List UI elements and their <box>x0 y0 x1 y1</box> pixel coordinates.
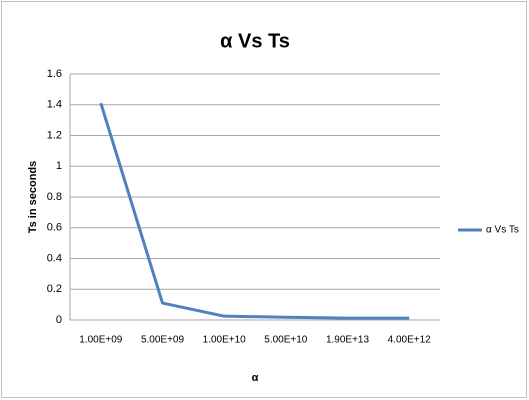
y-tick-label: 1.6 <box>47 68 62 80</box>
y-tick-label: 1.4 <box>47 99 62 111</box>
x-tick-label: 5.00E+10 <box>264 335 308 346</box>
x-tick-label: 1.00E+10 <box>203 335 247 346</box>
y-tick-label: 0.4 <box>47 252 62 264</box>
x-tick-label: 5.00E+09 <box>141 335 185 346</box>
y-axis-label: Ts in seconds <box>27 161 39 234</box>
y-tick-label: 1.2 <box>47 129 62 141</box>
data-line <box>99 102 410 320</box>
legend-label: α Vs Ts <box>486 225 519 236</box>
y-tick-label: 0.6 <box>47 222 62 234</box>
chart-title: α Vs Ts <box>220 30 290 52</box>
y-tick-label: 0 <box>56 314 62 326</box>
x-tick-label: 1.90E+13 <box>326 335 370 346</box>
x-axis-label: α <box>252 372 259 384</box>
y-tick-label: 0.2 <box>47 283 62 295</box>
y-tick-label: 0.8 <box>47 191 62 203</box>
x-tick-label: 1.00E+09 <box>79 335 123 346</box>
y-tick-label: 1 <box>56 160 62 172</box>
x-tick-label: 4.00E+12 <box>388 335 432 346</box>
